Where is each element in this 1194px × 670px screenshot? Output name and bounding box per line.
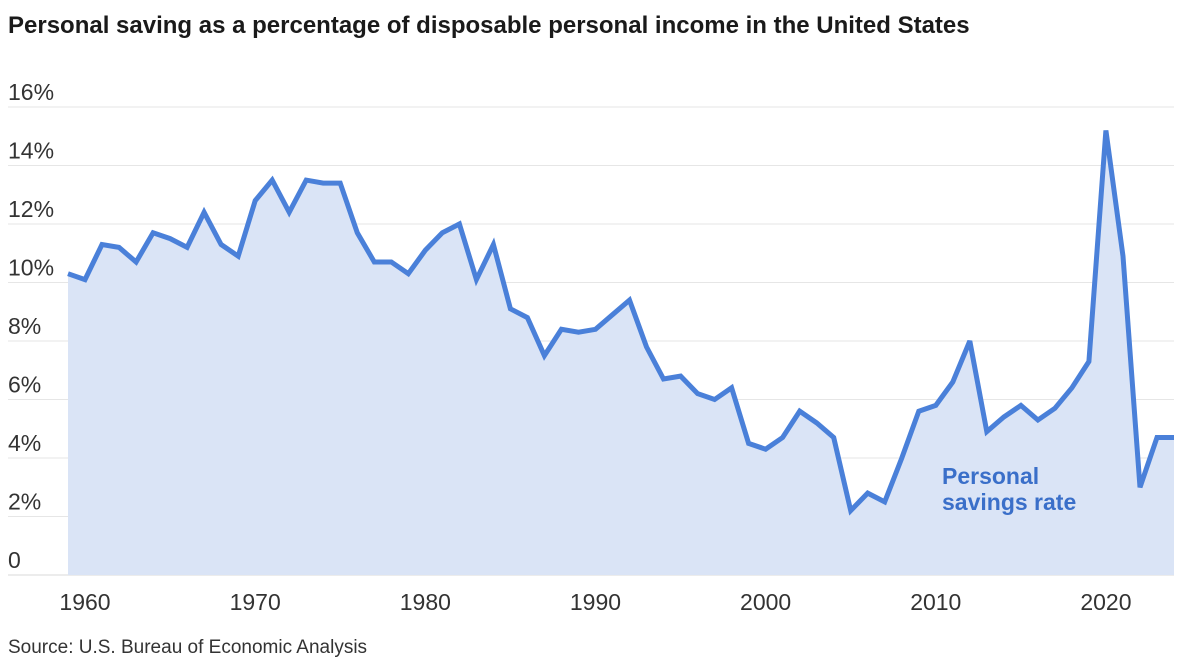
y-tick-label: 14%	[8, 138, 54, 164]
y-axis-tick-labels: 0 2% 4% 6% 8% 10% 12% 14% 16%	[8, 79, 54, 573]
x-tick-label: 1970	[230, 589, 281, 615]
y-tick-label: 10%	[8, 255, 54, 281]
series-line	[67, 130, 1174, 516]
y-tick-label: 6%	[8, 372, 41, 398]
y-tick-label: 8%	[8, 313, 41, 339]
x-tick-label: 2010	[910, 589, 961, 615]
y-tick-label: 4%	[8, 430, 41, 456]
savings-rate-chart: 0 2% 4% 6% 8% 10% 12% 14% 16% 1960 1970 1980 1990 20…	[8, 79, 1174, 615]
x-tick-label: 1990	[570, 589, 621, 615]
y-tick-label: 0	[8, 547, 21, 573]
x-tick-label: 1980	[400, 589, 451, 615]
y-tick-label: 12%	[8, 196, 54, 222]
y-tick-label: 16%	[8, 79, 54, 105]
x-axis-tick-labels: 1960 1970 1980 1990 2000 2010 2020	[59, 589, 1131, 615]
x-tick-label: 2020	[1080, 589, 1131, 615]
y-tick-label: 2%	[8, 489, 41, 515]
series-label-line1: Personal	[942, 463, 1039, 489]
series-label-line2: savings rate	[942, 489, 1076, 515]
chart-title: Personal saving as a percentage of dispo…	[8, 12, 970, 39]
x-tick-label: 2000	[740, 589, 791, 615]
series-area-fill	[68, 130, 1174, 575]
source-note: Source: U.S. Bureau of Economic Analysis	[8, 637, 368, 658]
x-tick-label: 1960	[59, 589, 110, 615]
